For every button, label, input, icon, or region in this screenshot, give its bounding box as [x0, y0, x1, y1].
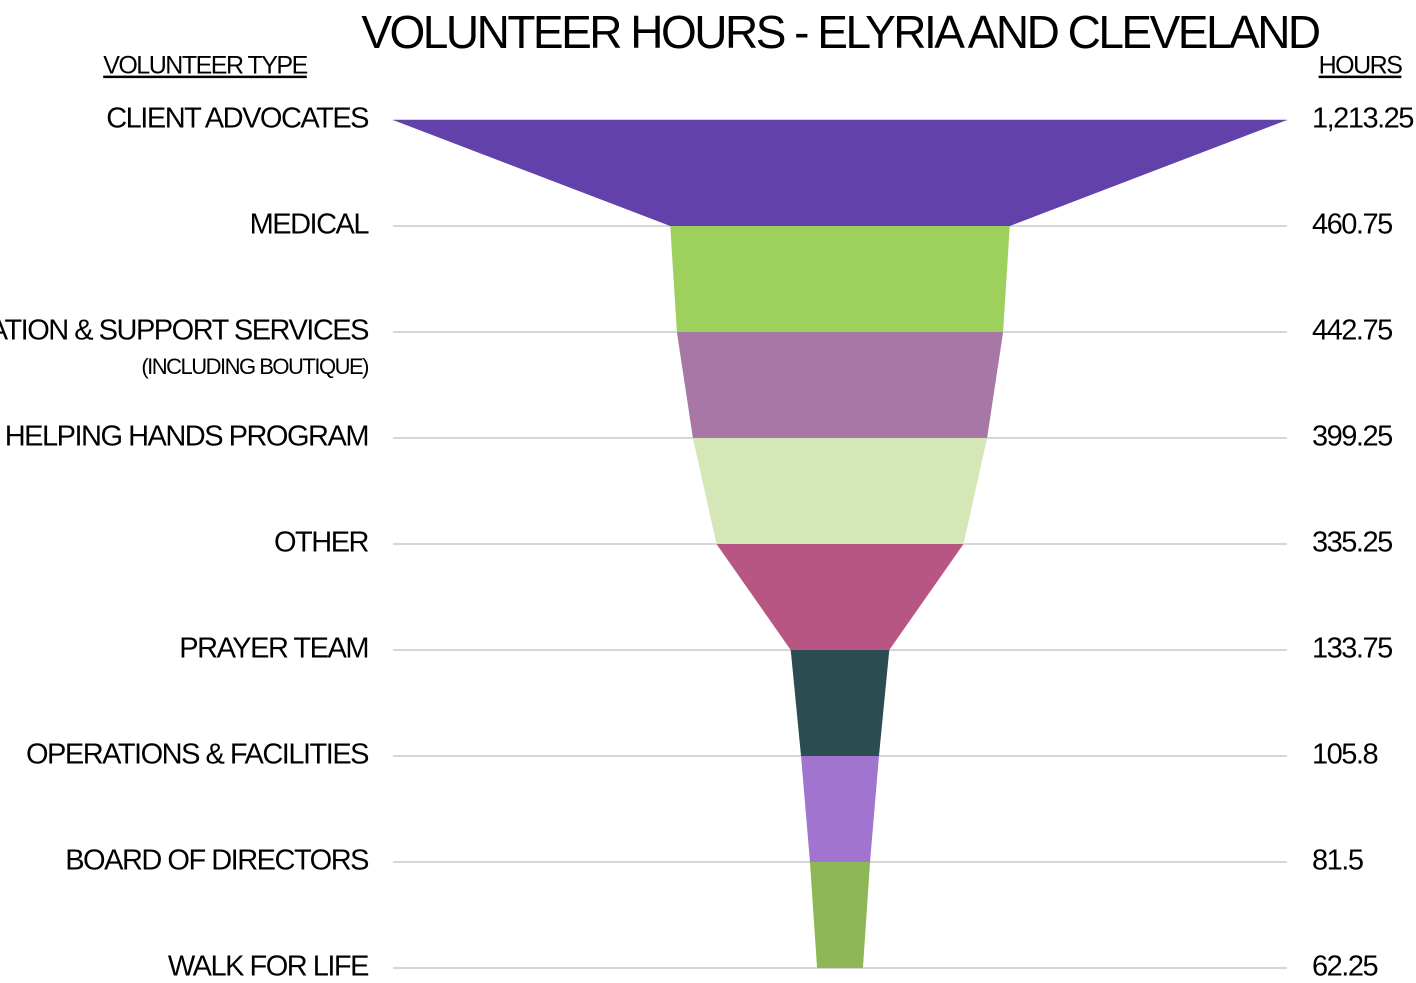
category-label: WALK FOR LIFE [168, 951, 369, 983]
category-label: EDUCATION & SUPPORT SERVICES [0, 315, 369, 347]
category-label: CLIENT ADVOCATES [106, 103, 369, 135]
category-label: HELPING HANDS PROGRAM [5, 421, 368, 453]
value-label: 1,213.25 [1312, 103, 1413, 135]
category-label: BOARD OF DIRECTORS [65, 845, 369, 877]
value-label: 62.25 [1312, 951, 1377, 983]
value-label: 335.25 [1312, 527, 1392, 559]
category-label: PRAYER TEAM [179, 633, 368, 665]
funnel-segment [670, 226, 1010, 332]
funnel-segment [676, 332, 1004, 438]
category-label: OPERATIONS & FACILITIES [26, 739, 369, 771]
funnel-segment [790, 650, 890, 756]
category-label: MEDICAL [250, 209, 370, 241]
value-label: 133.75 [1312, 633, 1392, 665]
category-header: VOLUNTEER TYPE [103, 52, 307, 80]
value-label: 399.25 [1312, 421, 1392, 453]
funnel-segment [801, 756, 879, 862]
value-label: 81.5 [1312, 845, 1363, 877]
category-note: (INCLUDING BOUTIQUE) [141, 354, 368, 379]
value-label: 460.75 [1312, 209, 1392, 241]
chart-title: VOLUNTEER HOURS - ELYRIA AND CLEVELAND [361, 6, 1320, 58]
funnel-segment [809, 862, 871, 968]
category-label: OTHER [274, 527, 369, 559]
funnel-segment [692, 438, 988, 544]
value-label: 442.75 [1312, 315, 1392, 347]
value-label: 105.8 [1312, 739, 1377, 771]
funnel-segment [716, 544, 964, 650]
funnel-segment [393, 120, 1287, 226]
value-header: HOURS [1319, 52, 1403, 80]
